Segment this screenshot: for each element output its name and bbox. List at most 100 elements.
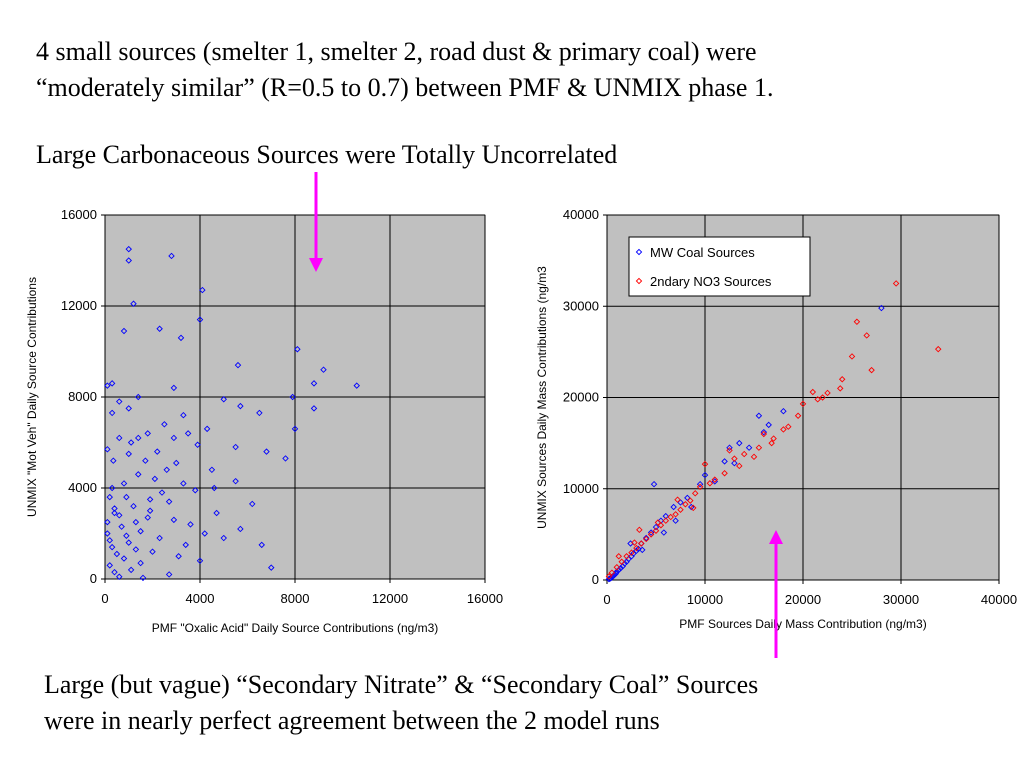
- data-point: [780, 426, 787, 433]
- data-point: [878, 304, 885, 312]
- legend-marker: [635, 277, 643, 285]
- data-point: [108, 409, 116, 417]
- x-tick-label: 16000: [467, 591, 503, 606]
- data-point: [755, 444, 763, 451]
- legend-label: 2ndary NO3 Sources: [650, 274, 772, 289]
- data-point: [154, 448, 161, 455]
- data-point: [320, 366, 327, 373]
- data-point: [168, 252, 175, 260]
- data-point: [173, 459, 180, 467]
- data-point: [110, 457, 117, 464]
- data-point: [310, 405, 318, 412]
- data-point: [721, 470, 728, 477]
- data-point: [116, 434, 123, 442]
- x-axis-label: PMF Sources Daily Mass Contribution (ng/…: [679, 617, 926, 631]
- data-point: [125, 539, 132, 546]
- x-tick-label: 12000: [372, 591, 408, 606]
- data-point: [113, 550, 121, 558]
- data-point: [935, 345, 942, 353]
- intro-text: 4 small sources (smelter 1, smelter 2, r…: [36, 34, 1016, 106]
- footer-line-2: were in nearly perfect agreement between…: [44, 706, 660, 735]
- data-point: [237, 525, 244, 533]
- data-point: [794, 412, 802, 419]
- data-point: [111, 568, 118, 576]
- data-point: [139, 574, 147, 582]
- x-tick-label: 30000: [883, 592, 919, 607]
- data-point: [690, 504, 697, 512]
- data-point: [652, 527, 660, 534]
- data-point: [104, 518, 111, 526]
- data-point: [127, 566, 135, 574]
- data-point: [892, 280, 900, 287]
- data-point: [638, 540, 645, 547]
- data-point: [294, 345, 301, 353]
- data-point: [677, 506, 684, 513]
- data-point: [785, 423, 792, 430]
- data-point: [161, 421, 168, 428]
- y-tick-label: 8000: [68, 389, 97, 404]
- data-point: [132, 518, 140, 526]
- data-point: [613, 563, 621, 571]
- data-point: [799, 400, 807, 408]
- data-point: [116, 573, 123, 580]
- data-point: [662, 512, 670, 520]
- data-point: [194, 441, 201, 449]
- data-point: [182, 541, 189, 549]
- data-point: [780, 407, 787, 415]
- data-point: [687, 497, 694, 504]
- legend-label: MW Coal Sources: [650, 245, 755, 260]
- data-point: [142, 457, 149, 464]
- data-point: [116, 398, 123, 405]
- data-point: [682, 501, 689, 508]
- data-point: [125, 450, 132, 458]
- data-point: [721, 458, 728, 465]
- data-point: [863, 332, 870, 339]
- data-point: [146, 507, 154, 514]
- data-point: [706, 480, 714, 487]
- data-point: [736, 462, 743, 470]
- legend-marker: [635, 248, 643, 256]
- data-point: [220, 534, 227, 542]
- data-point: [628, 549, 635, 556]
- data-point: [108, 543, 116, 551]
- data-point: [125, 257, 132, 264]
- data-point: [263, 448, 270, 455]
- data-point: [170, 434, 178, 442]
- footer-line-1: Large (but vague) “Secondary Nitrate” & …: [44, 670, 759, 699]
- data-point: [770, 435, 777, 442]
- data-point: [760, 430, 768, 438]
- data-point: [633, 544, 640, 552]
- data-point: [838, 376, 846, 383]
- data-point: [623, 553, 630, 560]
- data-point: [196, 316, 204, 323]
- data-point: [184, 430, 192, 437]
- chart-left-oxalic-vs-motveh: 00 4000 4000 8000 8000 12000 12000 16000 16000 PM…: [25, 207, 503, 635]
- data-point: [618, 558, 625, 565]
- data-point: [249, 500, 256, 508]
- data-point: [726, 444, 733, 451]
- annotation-arrows: [309, 172, 783, 658]
- x-tick-label: 10000: [687, 592, 723, 607]
- data-point: [605, 573, 613, 580]
- data-point: [353, 382, 360, 389]
- data-point: [213, 509, 220, 517]
- y-tick-label: 30000: [563, 298, 599, 313]
- data-point: [135, 393, 142, 401]
- data-point: [711, 476, 719, 483]
- x-tick-label: 0: [101, 591, 108, 606]
- data-point: [170, 516, 178, 524]
- data-point: [848, 353, 856, 360]
- data-point: [642, 534, 650, 542]
- arrow-down-head: [309, 258, 323, 272]
- data-point: [809, 388, 817, 396]
- data-point: [615, 553, 622, 560]
- data-point: [175, 553, 182, 560]
- data-point: [740, 450, 748, 458]
- data-point: [104, 530, 111, 537]
- data-point: [106, 537, 113, 544]
- data-point: [108, 380, 116, 387]
- data-point: [127, 439, 135, 446]
- data-point: [149, 548, 156, 555]
- data-point: [104, 382, 111, 389]
